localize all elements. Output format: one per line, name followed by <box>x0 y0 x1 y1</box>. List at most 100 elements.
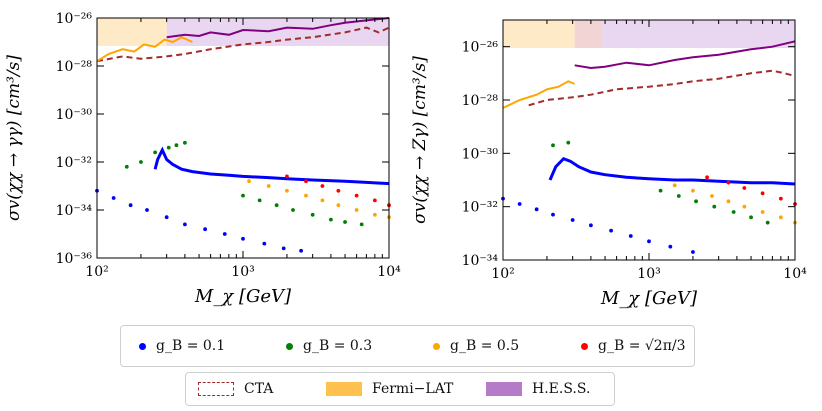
legend-label: g_B = 0.3 <box>303 338 373 354</box>
point-g-b-0.1-dots- <box>222 232 227 236</box>
point-g-b-0.5 <box>336 203 341 208</box>
x-tick-label: 10² <box>491 266 514 282</box>
hess-band <box>602 20 795 48</box>
point-g-b-0.3 <box>566 140 571 145</box>
legend-label: H.E.S.S. <box>532 381 591 397</box>
series-line-g-b-0.1-line- <box>153 146 390 186</box>
point-g-b-2-3 <box>705 175 709 180</box>
point-g-b-0.5 <box>726 199 731 204</box>
point-g-b-0.5 <box>691 188 695 193</box>
y-axis-label: σv(χχ → Zγ) [cm³/s] <box>410 56 430 224</box>
point-g-b-0.1-dots- <box>299 248 303 253</box>
point-g-b-2-3 <box>778 196 783 201</box>
point-g-b-2-3 <box>742 186 747 190</box>
point-g-b-0.3 <box>153 150 157 155</box>
point-g-b-0.5 <box>354 208 359 212</box>
plot-frame-1 <box>502 19 796 261</box>
red-dot-icon <box>581 342 588 350</box>
x-axis-label: M_χ [GeV] <box>600 288 698 309</box>
point-g-b-0.3 <box>139 160 143 164</box>
point-g-b-2-3 <box>372 198 377 203</box>
point-g-b-0.3 <box>731 210 736 214</box>
point-g-b-0.1-dots- <box>164 215 169 220</box>
y-axis-label: σv(χχ → γγ) [cm³/s] <box>4 55 24 221</box>
legend-item-gb-0.5: g_B = 0.5 <box>433 338 519 354</box>
legend-item-hess: H.E.S.S. <box>486 381 590 397</box>
point-g-b-0.3 <box>183 140 187 145</box>
legend-label: g_B = 0.5 <box>450 338 520 354</box>
fermi-swatch-icon <box>326 382 362 396</box>
point-g-b-0.3 <box>658 188 663 193</box>
series-line-fermi-lat <box>96 36 193 63</box>
y-tick-label: 10⁻³⁴ <box>462 253 499 269</box>
legend-item-gb-sqrt2pi: g_B = √2π/3 <box>581 338 686 354</box>
point-g-b-0.3 <box>166 145 171 150</box>
point-g-b-2-3 <box>726 180 731 185</box>
series-line-cta <box>528 69 796 107</box>
point-g-b-0.5 <box>742 204 747 209</box>
series-line-fermi-lat <box>502 80 576 109</box>
fermi-band <box>97 18 167 46</box>
point-g-b-0.3 <box>257 198 262 203</box>
y-tick-label: 10⁻³⁰ <box>462 146 499 162</box>
orange-dot-icon <box>433 342 440 350</box>
point-g-b-0.1-dots- <box>262 241 267 246</box>
point-g-b-0.5 <box>285 188 289 193</box>
y-tick-label: 10⁻³⁰ <box>56 107 93 123</box>
y-tick-label: 10⁻²⁶ <box>56 11 93 27</box>
x-tick-label: 10³ <box>637 266 660 282</box>
point-g-b-0.3 <box>274 203 279 208</box>
hess-swatch-icon <box>486 382 522 396</box>
point-g-b-0.1-dots- <box>609 228 613 233</box>
legend-item-gb-0.1: g_B = 0.1 <box>139 338 225 354</box>
fermi-band <box>503 20 575 48</box>
x-tick-label: 10⁴ <box>783 266 807 282</box>
point-g-b-0.3 <box>124 164 129 169</box>
point-g-b-2-3 <box>354 193 359 198</box>
point-g-b-0.1-dots- <box>128 203 133 208</box>
point-g-b-0.1-dots- <box>668 244 673 249</box>
y-tick-label: 10⁻²⁸ <box>462 93 499 109</box>
point-g-b-0.3 <box>291 208 295 212</box>
legend-label: Fermi−LAT <box>372 381 454 397</box>
point-g-b-0.1-dots- <box>183 222 187 227</box>
blue-dot-icon <box>139 342 146 350</box>
point-g-b-0.1-dots- <box>570 218 575 222</box>
point-g-b-0.5 <box>372 212 377 217</box>
point-g-b-0.1-dots- <box>111 196 116 200</box>
point-g-b-0.3 <box>174 143 179 148</box>
point-g-b-0.5 <box>710 194 714 198</box>
legend-couplings: g_B = 0.1 g_B = 0.3 g_B = 0.5 g_B = √2π/… <box>120 325 695 367</box>
point-g-b-0.1-dots- <box>241 236 245 241</box>
point-g-b-2-3 <box>760 191 765 196</box>
point-g-b-0.5 <box>760 210 765 214</box>
legend-experiments: CTA Fermi−LAT H.E.S.S. <box>185 372 615 406</box>
cta-swatch-icon <box>198 382 234 396</box>
x-tick-label: 10² <box>85 264 108 280</box>
point-g-b-0.1-dots- <box>203 227 207 232</box>
series-line-g-b-0.1-line- <box>548 156 796 186</box>
point-g-b-0.5 <box>304 193 308 198</box>
x-tick-label: 10³ <box>231 264 254 280</box>
y-tick-label: 10⁻³⁶ <box>56 251 93 267</box>
point-g-b-0.3 <box>551 143 555 148</box>
series-line-h.e.s.s. <box>166 17 390 39</box>
point-g-b-0.3 <box>241 193 245 198</box>
legend-label: g_B = 0.1 <box>156 338 226 354</box>
point-g-b-0.1-dots- <box>589 223 593 228</box>
series-line-cta <box>96 26 390 63</box>
point-g-b-0.1-dots- <box>517 202 522 206</box>
point-g-b-0.1-dots- <box>691 250 695 254</box>
point-g-b-0.3 <box>749 215 753 220</box>
point-g-b-0.3 <box>310 212 315 217</box>
point-g-b-0.3 <box>359 222 364 227</box>
point-g-b-0.1-dots- <box>551 212 555 217</box>
legend-item-gb-0.3: g_B = 0.3 <box>286 338 372 354</box>
point-g-b-2-3 <box>336 188 341 193</box>
point-g-b-0.3 <box>765 220 770 225</box>
y-tick-label: 10⁻²⁸ <box>56 59 93 75</box>
point-g-b-0.5 <box>672 183 677 188</box>
y-tick-label: 10⁻³² <box>462 200 498 216</box>
y-tick-label: 10⁻³⁴ <box>56 203 93 219</box>
